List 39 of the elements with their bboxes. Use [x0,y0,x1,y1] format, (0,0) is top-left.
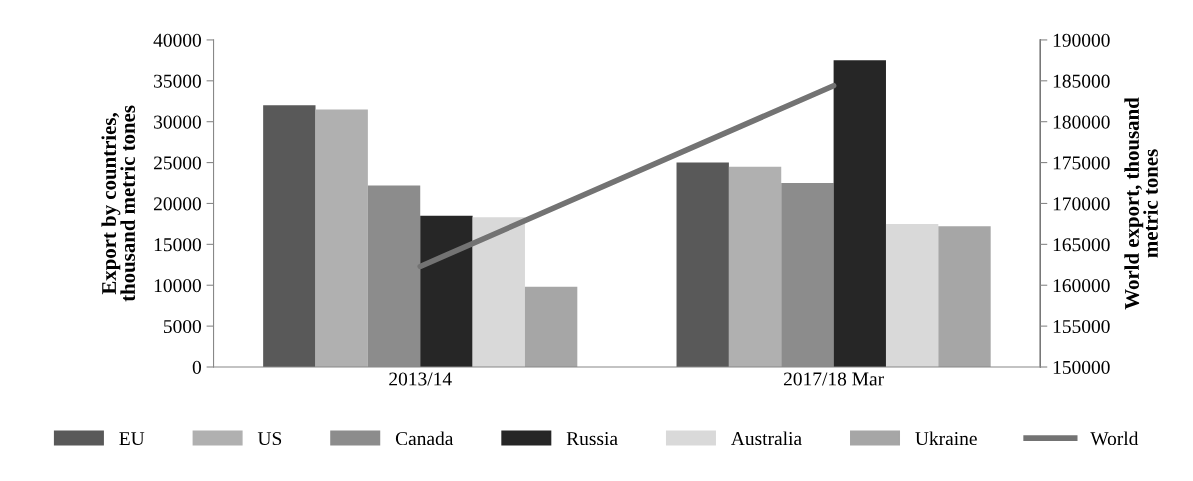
legend-label: US [257,432,282,446]
bar [885,223,939,367]
x-tick-label: 2013/14 [389,372,452,386]
bar [315,109,368,367]
bar [524,286,578,367]
legend-label: Russia [566,432,618,446]
bar [676,162,729,367]
legend-label: Ukraine [915,431,977,446]
y-tick-label: 5000 [163,319,201,334]
y2-tick-label: 160000 [1053,279,1110,293]
y-tick-label: 15000 [154,238,201,252]
y2-tick-label: 190000 [1053,33,1110,47]
y2-tick-label: 185000 [1053,74,1110,88]
legend-label: Canada [395,431,454,446]
y-tick-label: 10000 [154,279,201,293]
y2-tick-label: 180000 [1053,115,1110,129]
y-axis-title: Export by countries, thousand metric tones [101,105,136,302]
bar [833,60,886,367]
bar [728,166,782,367]
bar [938,226,991,367]
y2-tick-label: 175000 [1053,156,1110,170]
y-tick-label: 40000 [153,33,201,47]
legend-label: Australia [731,431,802,446]
y2-tick-label: 170000 [1053,197,1110,211]
y2-tick-label: 165000 [1053,238,1110,252]
x-tick-label: 2017/18 Mar [783,372,884,386]
bar [420,215,473,367]
y-tick-label: 35000 [154,74,201,88]
y2-tick-label: 150000 [1053,360,1110,374]
legend-label: World [1090,431,1139,446]
legend-label: EU [119,432,145,446]
y-tick-label: 30000 [154,115,201,129]
bar [263,105,316,367]
y-tick-label: 25000 [153,156,201,170]
bar [472,217,525,367]
y-tick-label: 20000 [153,197,201,211]
y2-tick-label: 155000 [1053,319,1110,334]
y2-axis-title: World export, thousand metric tones [1124,97,1158,310]
y-tick-label: 0 [192,360,201,374]
